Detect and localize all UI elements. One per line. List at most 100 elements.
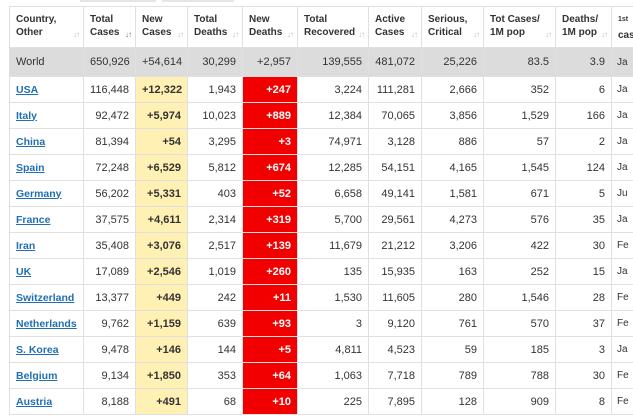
deaths-per-1m-cell: 35	[555, 206, 612, 233]
total-cases-cell: 9,762	[83, 310, 136, 337]
sort-arrows-icon[interactable]: ↓↑	[473, 30, 480, 39]
header-line2: Cases	[375, 27, 405, 38]
country-link[interactable]: S. Korea	[16, 343, 59, 356]
cases-per-1m-cell: 422	[483, 232, 556, 259]
top-toolbar-remnant	[0, 0, 633, 6]
new-deaths-cell: +5	[242, 336, 298, 363]
sort-arrows-icon[interactable]: ↓↑	[232, 30, 239, 39]
total-recovered-cell: 139,555	[297, 47, 369, 77]
cases-per-1m-cell: 671	[483, 180, 556, 207]
active-cases-cell: 21,212	[368, 232, 422, 259]
new-cases-cell: +12,322	[135, 76, 188, 103]
active-cases-cell: 3,128	[368, 128, 422, 155]
sort-arrows-icon[interactable]: ↓↑	[545, 30, 552, 39]
sort-arrows-icon[interactable]: ↓↑	[358, 30, 365, 39]
column-header-total-recovered[interactable]: Total Recovered ↓↑	[297, 6, 369, 48]
header-line2: Deaths	[249, 27, 283, 38]
country-link[interactable]: Italy	[16, 109, 38, 122]
active-cases-cell: 7,718	[368, 362, 422, 389]
country-link[interactable]: China	[16, 135, 46, 148]
column-header-total-cases[interactable]: Total Cases ↓↑	[83, 6, 136, 48]
new-cases-cell: +449	[135, 284, 188, 311]
new-deaths-cell: +889	[242, 102, 298, 129]
first-case-cell: Ja	[611, 154, 633, 181]
serious-cell: 886	[421, 128, 484, 155]
country-link[interactable]: Germany	[16, 187, 62, 200]
new-deaths-cell: +2,957	[242, 47, 298, 77]
table-row: UK 17,089 +2,546 1,019 +260 135 15,935 163 252 15…	[9, 258, 633, 285]
header-line2: Deaths	[194, 27, 228, 38]
cases-per-1m-cell: 83.5	[483, 47, 556, 77]
first-case-cell: Ja	[611, 258, 633, 285]
new-cases-cell: +3,076	[135, 232, 188, 259]
total-recovered-cell: 1,530	[297, 284, 369, 311]
total-recovered-cell: 12,285	[297, 154, 369, 181]
first-case-cell: Ja	[611, 47, 633, 77]
new-deaths-cell: +52	[242, 180, 298, 207]
table-row: Germany 56,202 +5,331 403 +52 6,658 49,141 1,58…	[9, 180, 633, 207]
first-case-cell: Ja	[611, 336, 633, 363]
table-row: S. Korea 9,478 +146 144 +5 4,811 4,523 59 185 3 Ja	[9, 336, 633, 363]
sort-arrows-icon[interactable]: ↓↑	[125, 30, 132, 39]
total-deaths-cell: 1,943	[187, 76, 243, 103]
deaths-per-1m-cell: 166	[555, 102, 612, 129]
column-header-active-cases[interactable]: Active Cases ↓↑	[368, 6, 422, 48]
first-case-cell: Fe	[611, 232, 633, 259]
sort-arrows-icon[interactable]: ↓↑	[601, 30, 608, 39]
table-row: Iran 35,408 +3,076 2,517 +139 11,679 21,212 3,2…	[9, 232, 633, 259]
serious-cell: 1,581	[421, 180, 484, 207]
total-cases-cell: 9,134	[83, 362, 136, 389]
sort-arrows-icon[interactable]: ↓↑	[411, 30, 418, 39]
first-case-cell: Fe	[611, 388, 633, 415]
new-cases-cell: +146	[135, 336, 188, 363]
column-header-cases-per-1m[interactable]: Tot Cases/1M pop ↓↑	[483, 6, 556, 48]
deaths-per-1m-cell: 37	[555, 310, 612, 337]
first-case-cell: Fe	[611, 284, 633, 311]
active-cases-cell: 111,281	[368, 76, 422, 103]
total-recovered-cell: 135	[297, 258, 369, 285]
total-recovered-cell: 4,811	[297, 336, 369, 363]
header-line1: Tot Cases/	[490, 14, 540, 25]
column-header-country[interactable]: Country, Other ↓↑	[9, 6, 84, 48]
country-link[interactable]: USA	[16, 83, 39, 96]
country-link[interactable]: Austria	[16, 395, 53, 408]
column-header-new-deaths[interactable]: New Deaths ↓↑	[242, 6, 298, 48]
country-link[interactable]: Iran	[16, 239, 36, 252]
total-recovered-cell: 74,971	[297, 128, 369, 155]
column-header-deaths-per-1m[interactable]: Deaths/1M pop ↓↑	[555, 6, 612, 48]
active-cases-cell: 54,151	[368, 154, 422, 181]
active-cases-cell: 49,141	[368, 180, 422, 207]
serious-cell: 2,666	[421, 76, 484, 103]
total-deaths-cell: 30,299	[187, 47, 243, 77]
new-cases-cell: +54	[135, 128, 188, 155]
country-link[interactable]: Netherlands	[16, 317, 77, 330]
sort-arrows-icon[interactable]: ↓↑	[287, 30, 294, 39]
header-line1: 1st	[618, 16, 629, 23]
cases-per-1m-cell: 909	[483, 388, 556, 415]
serious-cell: 4,273	[421, 206, 484, 233]
total-deaths-cell: 10,023	[187, 102, 243, 129]
header-line1: New	[249, 14, 270, 25]
cases-per-1m-cell: 576	[483, 206, 556, 233]
column-header-total-deaths[interactable]: Total Deaths ↓↑	[187, 6, 243, 48]
sort-arrows-icon[interactable]: ↓↑	[177, 30, 184, 39]
sort-arrows-icon[interactable]: ↓↑	[73, 30, 80, 39]
column-header-new-cases[interactable]: New Cases ↓↑	[135, 6, 188, 48]
country-link[interactable]: France	[16, 213, 51, 226]
total-recovered-cell: 3	[297, 310, 369, 337]
header-line2: Critical	[428, 27, 462, 38]
country-link[interactable]: Spain	[16, 161, 45, 174]
column-header-first-case[interactable]: 1st cas	[611, 6, 633, 48]
cases-per-1m-cell: 1,529	[483, 102, 556, 129]
serious-cell: 3,206	[421, 232, 484, 259]
column-header-serious-critical[interactable]: Serious, Critical ↓↑	[421, 6, 484, 48]
total-recovered-cell: 1,063	[297, 362, 369, 389]
new-cases-cell: +6,529	[135, 154, 188, 181]
country-link[interactable]: UK	[16, 265, 32, 278]
country-cell: Switzerland	[9, 284, 84, 311]
country-link[interactable]: Switzerland	[16, 291, 75, 304]
deaths-per-1m-cell: 28	[555, 284, 612, 311]
country-link[interactable]: Belgium	[16, 369, 58, 382]
new-deaths-cell: +260	[242, 258, 298, 285]
serious-cell: 761	[421, 310, 484, 337]
